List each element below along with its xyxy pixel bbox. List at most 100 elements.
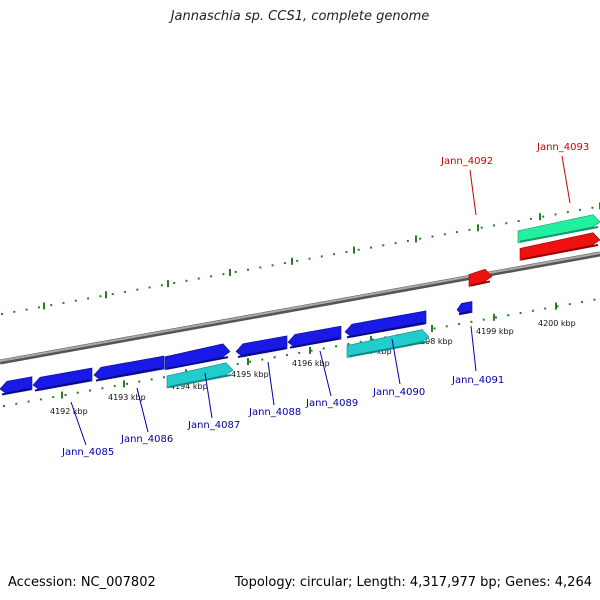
gene-Jann_4090-shade (346, 321, 425, 339)
leader-Jann_4088 (267, 361, 275, 406)
gene-Jann_4088 (235, 335, 288, 359)
lower-scale-dot (298, 351, 301, 354)
lower-scale-dot (310, 349, 313, 352)
gene-Jann_4093 (519, 232, 600, 261)
scale-tick-label: 4199 kbp (476, 327, 514, 336)
leader-Jann_4092 (469, 169, 477, 216)
feature-green-1 (517, 214, 600, 244)
scale-tick-label: 4193 kbp (108, 393, 146, 402)
gene-Jann_4087 (93, 355, 165, 382)
lower-scale-dot (359, 340, 362, 343)
upper-scale-dot (74, 299, 77, 302)
feature-teal-2-body (346, 329, 430, 358)
genome-backbone (0, 251, 600, 365)
scale-tick-label: 4194 kbp (170, 382, 208, 391)
feature-teal-2-shade (348, 340, 428, 358)
scale-major-ticks (43, 202, 600, 399)
gene-Jann_4087-shade (95, 366, 163, 382)
upper-scale-dot (406, 239, 409, 242)
lower-scale-dot (15, 402, 18, 405)
genome-summary-text: Topology: circular; Length: 4,317,977 bp… (234, 575, 592, 590)
lower-scale-dot (581, 300, 584, 303)
scale-dots (1, 206, 596, 407)
lower-scale-dot (89, 389, 92, 392)
upper-scale-dot (210, 275, 213, 278)
upper-scale-dot (579, 208, 582, 211)
upper-scale-dot (394, 242, 397, 245)
gene-Jann_4087b-shade (166, 356, 229, 370)
leader-Jann_4086 (136, 387, 149, 433)
label-leader-lines (70, 155, 571, 446)
lower-scale-dot (458, 323, 461, 326)
map-title: Jannaschia sp. CCS1, complete genome (170, 9, 430, 24)
upper-scale-dot (456, 231, 459, 234)
lower-scale-dot (322, 347, 325, 350)
lower-scale-dot (126, 382, 128, 385)
leader-Jann_4087 (204, 372, 213, 419)
lower-scale-dot (445, 325, 448, 328)
gene-Jann_4088-shade (237, 346, 286, 359)
upper-scale-dot (148, 286, 151, 289)
lower-scale-dot (261, 358, 264, 361)
lower-scale-dot (482, 318, 485, 321)
gene-Jann_4089 (287, 325, 342, 349)
gene-label-Jann_4091: Jann_4091 (451, 375, 504, 386)
lower-scale-dot (544, 307, 547, 310)
upper-scale-dot (173, 282, 176, 285)
accession-text: Accession: NC_007802 (8, 575, 156, 590)
scale-tick-label: 4198 kbp (415, 337, 453, 346)
leader-Jann_4090 (391, 338, 401, 385)
gene-Jann_4092-body (468, 268, 493, 287)
gene-label-Jann_4093: Jann_4093 (536, 142, 589, 153)
upper-scale-dot (234, 270, 237, 273)
upper-scale-dot (357, 248, 360, 251)
gene-label-Jann_4090: Jann_4090 (372, 387, 425, 398)
lower-scale-dot (52, 396, 55, 399)
lower-scale-dot (138, 380, 141, 383)
gene-Jann_4086-shade (34, 378, 91, 392)
leader-Jann_4089 (319, 350, 332, 397)
scale-tick-label: 4200 kbp (538, 319, 576, 328)
gene-label-Jann_4092: Jann_4092 (440, 156, 493, 167)
leader-Jann_4093 (561, 155, 571, 204)
upper-scale-dot (505, 222, 508, 225)
gene-label-Jann_4085: Jann_4085 (61, 447, 114, 458)
gene-Jann_4087-body (93, 355, 165, 381)
upper-scale-dot (111, 293, 114, 296)
lower-scale-dot (556, 305, 559, 308)
lower-scale-dot (3, 405, 5, 407)
leader-Jann_4085 (70, 401, 87, 446)
upper-scale-dot (13, 310, 16, 313)
gene-label-Jann_4089: Jann_4089 (305, 398, 358, 409)
upper-scale-dot (50, 304, 53, 307)
upper-scale-dot (247, 268, 249, 271)
upper-scale-dot (333, 253, 336, 256)
gene-Jann_4092 (468, 268, 493, 287)
lower-scale-dot (285, 354, 288, 357)
upper-scale-dot (370, 246, 372, 249)
feature-green-1-shade (519, 226, 599, 243)
scale-tick-label: 4192 kbp (50, 407, 88, 416)
lower-scale-dot (593, 298, 596, 301)
gene-label-Jann_4087: Jann_4087 (187, 420, 240, 431)
upper-scale-dot (493, 224, 495, 227)
gene-Jann_4090 (344, 310, 427, 339)
gene-Jann_4093-shade (521, 244, 599, 261)
upper-scale-dot (382, 244, 385, 247)
upper-scale-dot (480, 226, 483, 229)
upper-scale-dot (160, 284, 163, 287)
gene-Jann_4091-shade (458, 310, 471, 316)
upper-scale-dot (283, 262, 286, 265)
upper-scale-dot (431, 235, 434, 238)
lower-scale-dot (347, 343, 350, 346)
gene-labels: Jann_4085 Jann_4086 Jann_4087 Jann_4088 Jann… (61, 142, 589, 458)
lower-scale-dot (27, 400, 30, 403)
upper-scale-dot (566, 211, 569, 214)
lower-scale-dot (101, 387, 104, 390)
feature-teal-2 (346, 329, 430, 358)
lower-scale-dot (113, 385, 116, 388)
lower-scale-dot (150, 378, 153, 381)
lower-scale-dot (531, 309, 534, 312)
lower-scale-dot (433, 327, 436, 330)
